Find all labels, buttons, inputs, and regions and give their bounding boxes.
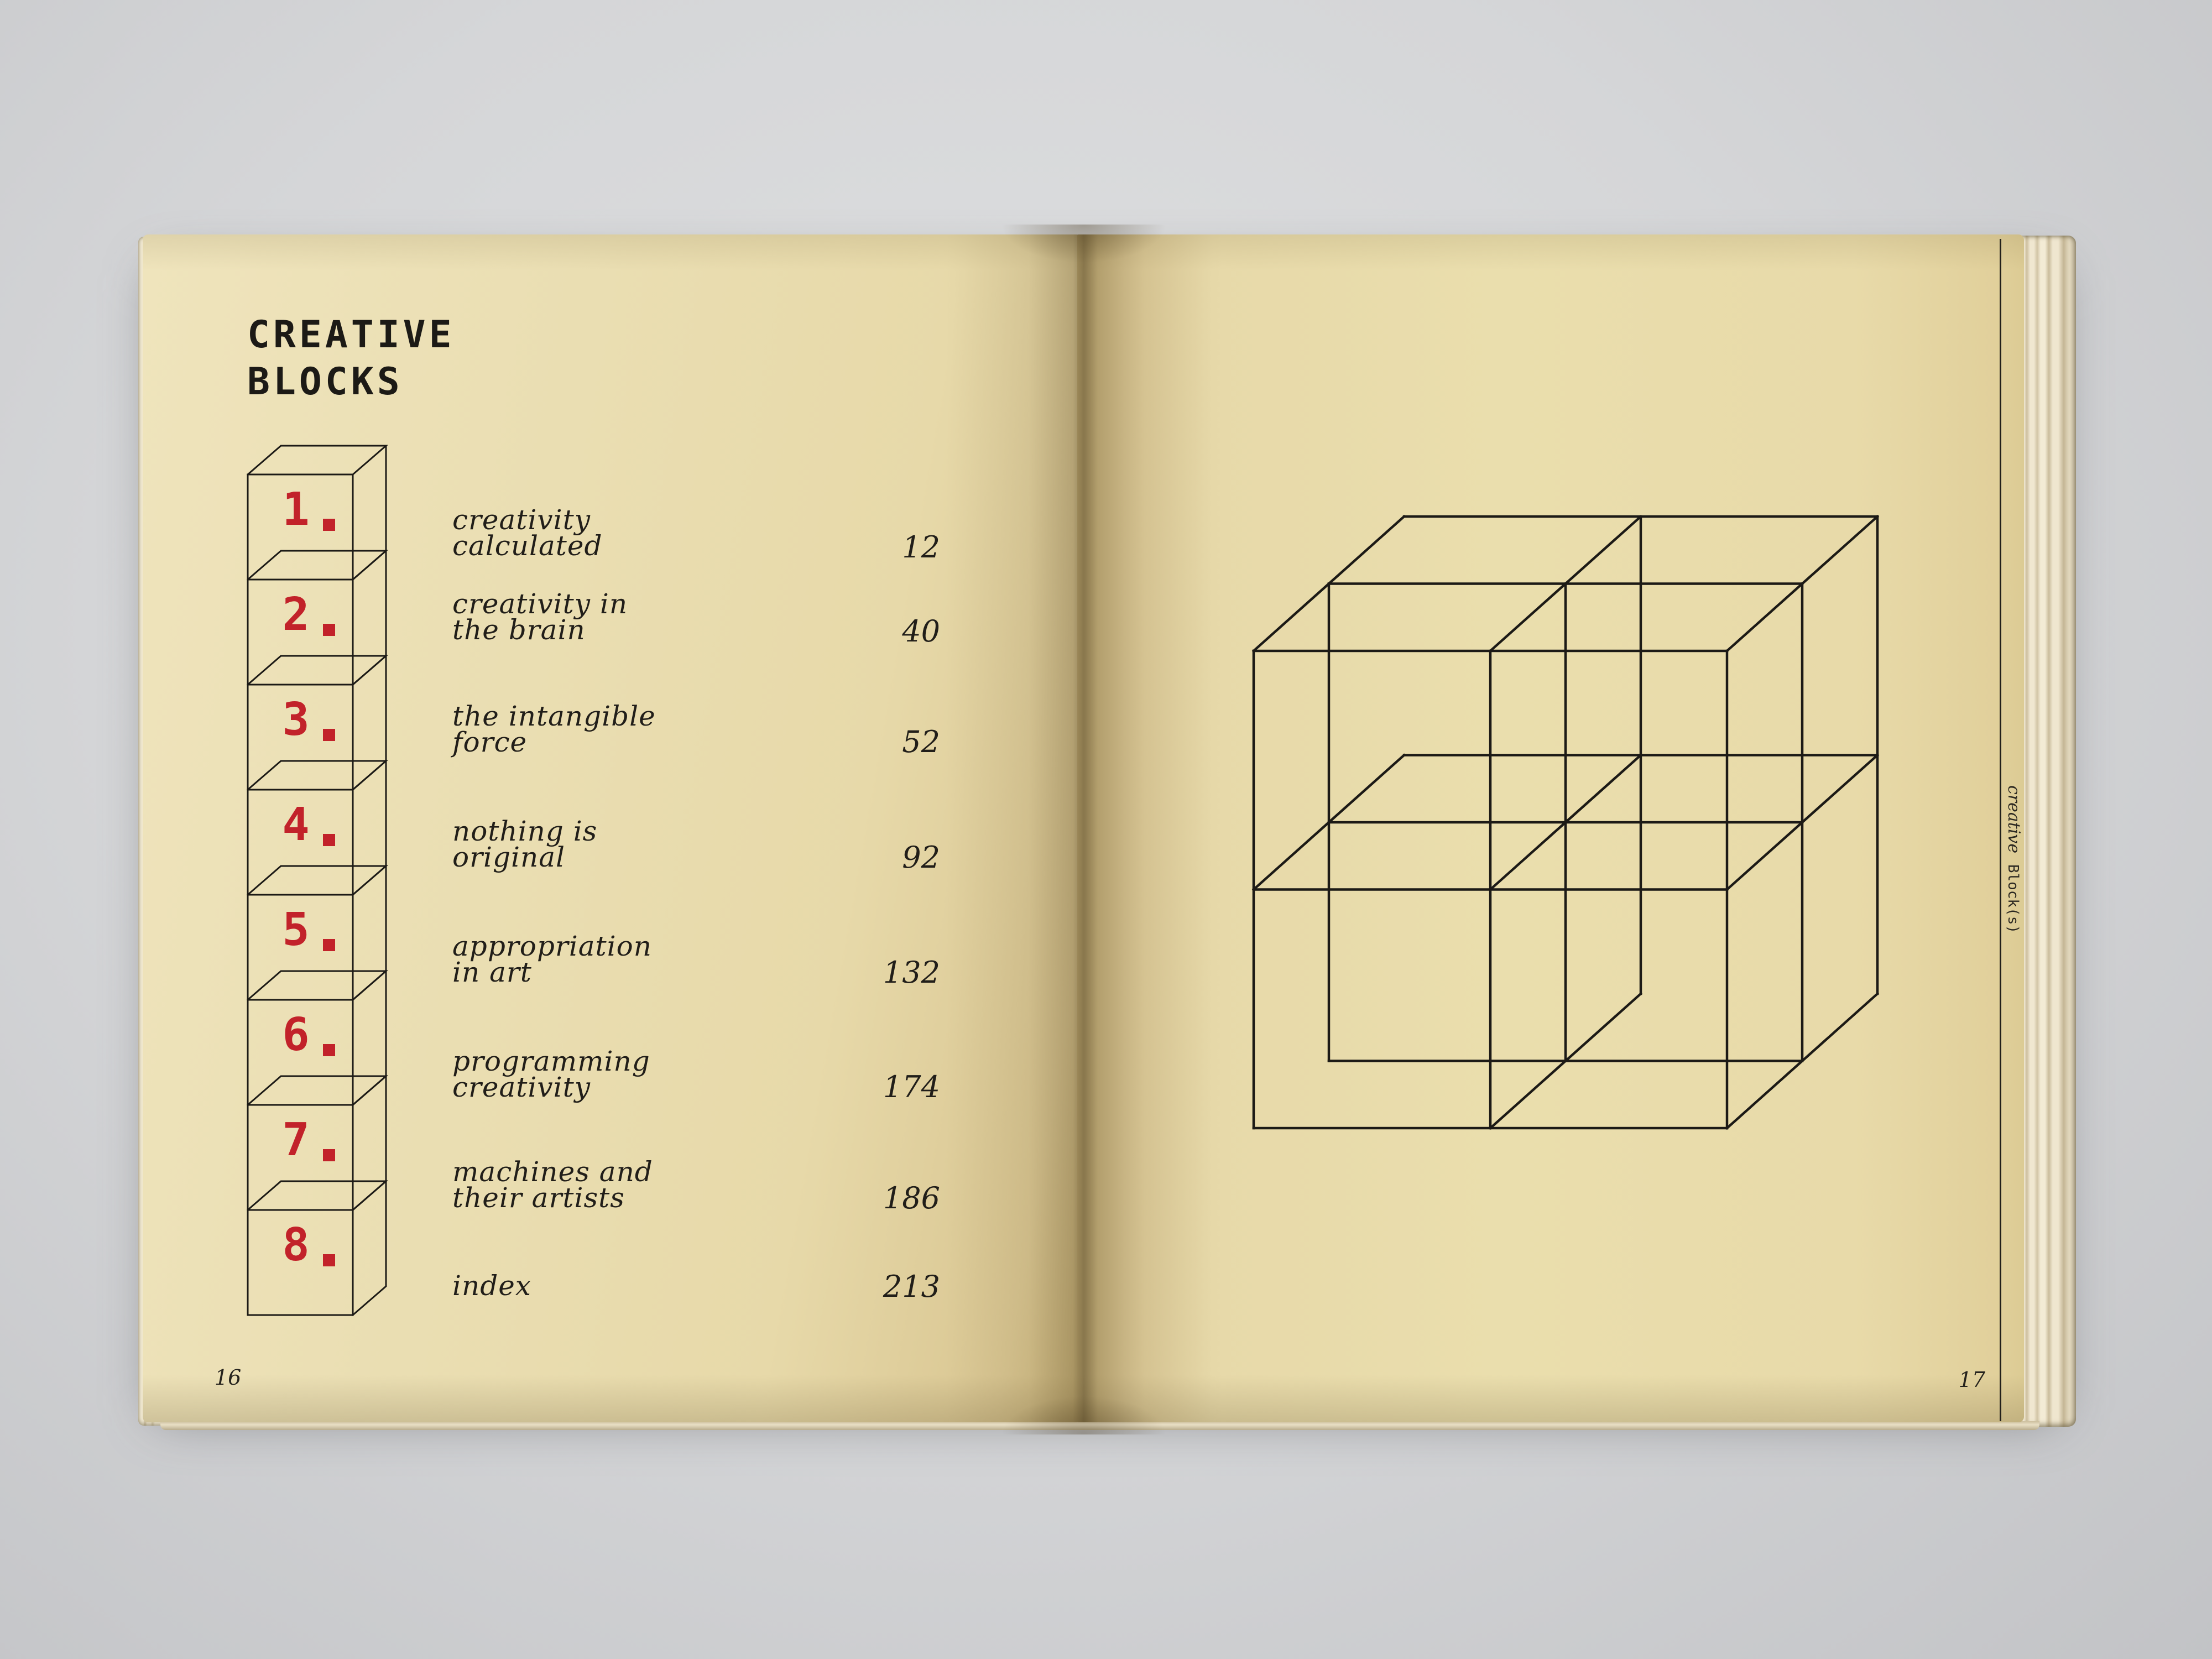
left-folio: 16 xyxy=(215,1365,242,1390)
left-page xyxy=(143,234,1077,1422)
toc-entry-title-line: calculated xyxy=(452,529,603,562)
toc-entry-title: the intangible force xyxy=(452,700,873,758)
toc-entry-title-line: index xyxy=(452,1270,531,1302)
toc-entry-title-line: the brain xyxy=(452,613,586,646)
bottom-page-stack-edge xyxy=(160,1421,2039,1430)
block-number: 6 xyxy=(282,1009,310,1061)
toc-entry-title: machines and their artists xyxy=(452,1156,873,1214)
margin-rule xyxy=(2000,239,2001,1421)
block-number: 7 xyxy=(282,1114,310,1166)
spine-text: creative Block(s) xyxy=(2004,785,2023,933)
block-number-dot xyxy=(323,1044,335,1056)
grid-cube-figure xyxy=(1251,514,1880,1130)
block-number: 1 xyxy=(282,483,310,536)
spine-text-mono: Block(s) xyxy=(2005,864,2021,934)
toc-entry-page-number: 174 xyxy=(883,1070,940,1104)
right-folio: 17 xyxy=(1958,1368,1985,1392)
toc-entry-title: programming creativity xyxy=(452,1045,873,1103)
toc-entry-title-line: creativity xyxy=(452,1071,591,1103)
toc-entry-title-line: machines and xyxy=(452,1156,653,1188)
toc-entry-page-number: 52 xyxy=(902,724,940,759)
block-number-dot xyxy=(323,1254,335,1266)
toc-entry-page-number: 40 xyxy=(902,614,940,649)
block-stack-figure xyxy=(246,445,389,1317)
toc-entry-page-number: 12 xyxy=(902,530,940,565)
right-page xyxy=(1077,234,2024,1422)
toc-entry-page-number: 213 xyxy=(883,1269,940,1304)
page-title-line: CREATIVE xyxy=(247,313,455,357)
block-number-dot xyxy=(323,519,335,531)
toc-entry-page-number: 92 xyxy=(902,840,940,875)
toc-entry-title: appropriation in art xyxy=(452,930,873,988)
block-number: 2 xyxy=(282,588,310,641)
spine-text-space xyxy=(2004,856,2023,862)
block-number-dot xyxy=(323,939,335,951)
toc-entry-title-line: force xyxy=(452,726,528,758)
toc-entry-page-number: 132 xyxy=(883,955,940,990)
block-number: 3 xyxy=(282,693,310,746)
right-page-stack-edge xyxy=(2017,236,2076,1427)
spine-text-italic: creative xyxy=(2004,785,2023,854)
block-number-dot xyxy=(323,834,335,846)
block-number-dot xyxy=(323,1149,335,1161)
block-number: 4 xyxy=(282,799,310,851)
toc-entry-title-line: creativity in xyxy=(452,588,628,620)
toc-entry-title-line: their artists xyxy=(452,1181,625,1214)
block-number-dot xyxy=(323,729,335,741)
toc-entry-page-number: 186 xyxy=(883,1181,940,1215)
toc-entry-title: nothing is original xyxy=(452,815,873,873)
toc-entry-title-line: creativity xyxy=(452,504,591,536)
block-number: 5 xyxy=(282,904,310,956)
block-number-dot xyxy=(323,624,335,636)
toc-entry-title: creativity in the brain xyxy=(452,588,873,646)
toc-entry-title-line: appropriation xyxy=(452,930,652,962)
toc-entry-title-line: the intangible xyxy=(452,700,656,732)
toc-entry-title-line: nothing is xyxy=(452,815,598,847)
toc-entry-title: index xyxy=(452,1270,873,1302)
toc-entry-title-line: original xyxy=(452,841,565,873)
toc-entry-title: creativity calculated xyxy=(452,504,873,562)
toc-entry-title-line: programming xyxy=(452,1045,650,1077)
page-title: CREATIVE BLOCKS xyxy=(247,311,455,405)
page-title-line: BLOCKS xyxy=(247,360,403,404)
block-number: 8 xyxy=(282,1219,310,1271)
toc-entry-title-line: in art xyxy=(452,956,532,988)
